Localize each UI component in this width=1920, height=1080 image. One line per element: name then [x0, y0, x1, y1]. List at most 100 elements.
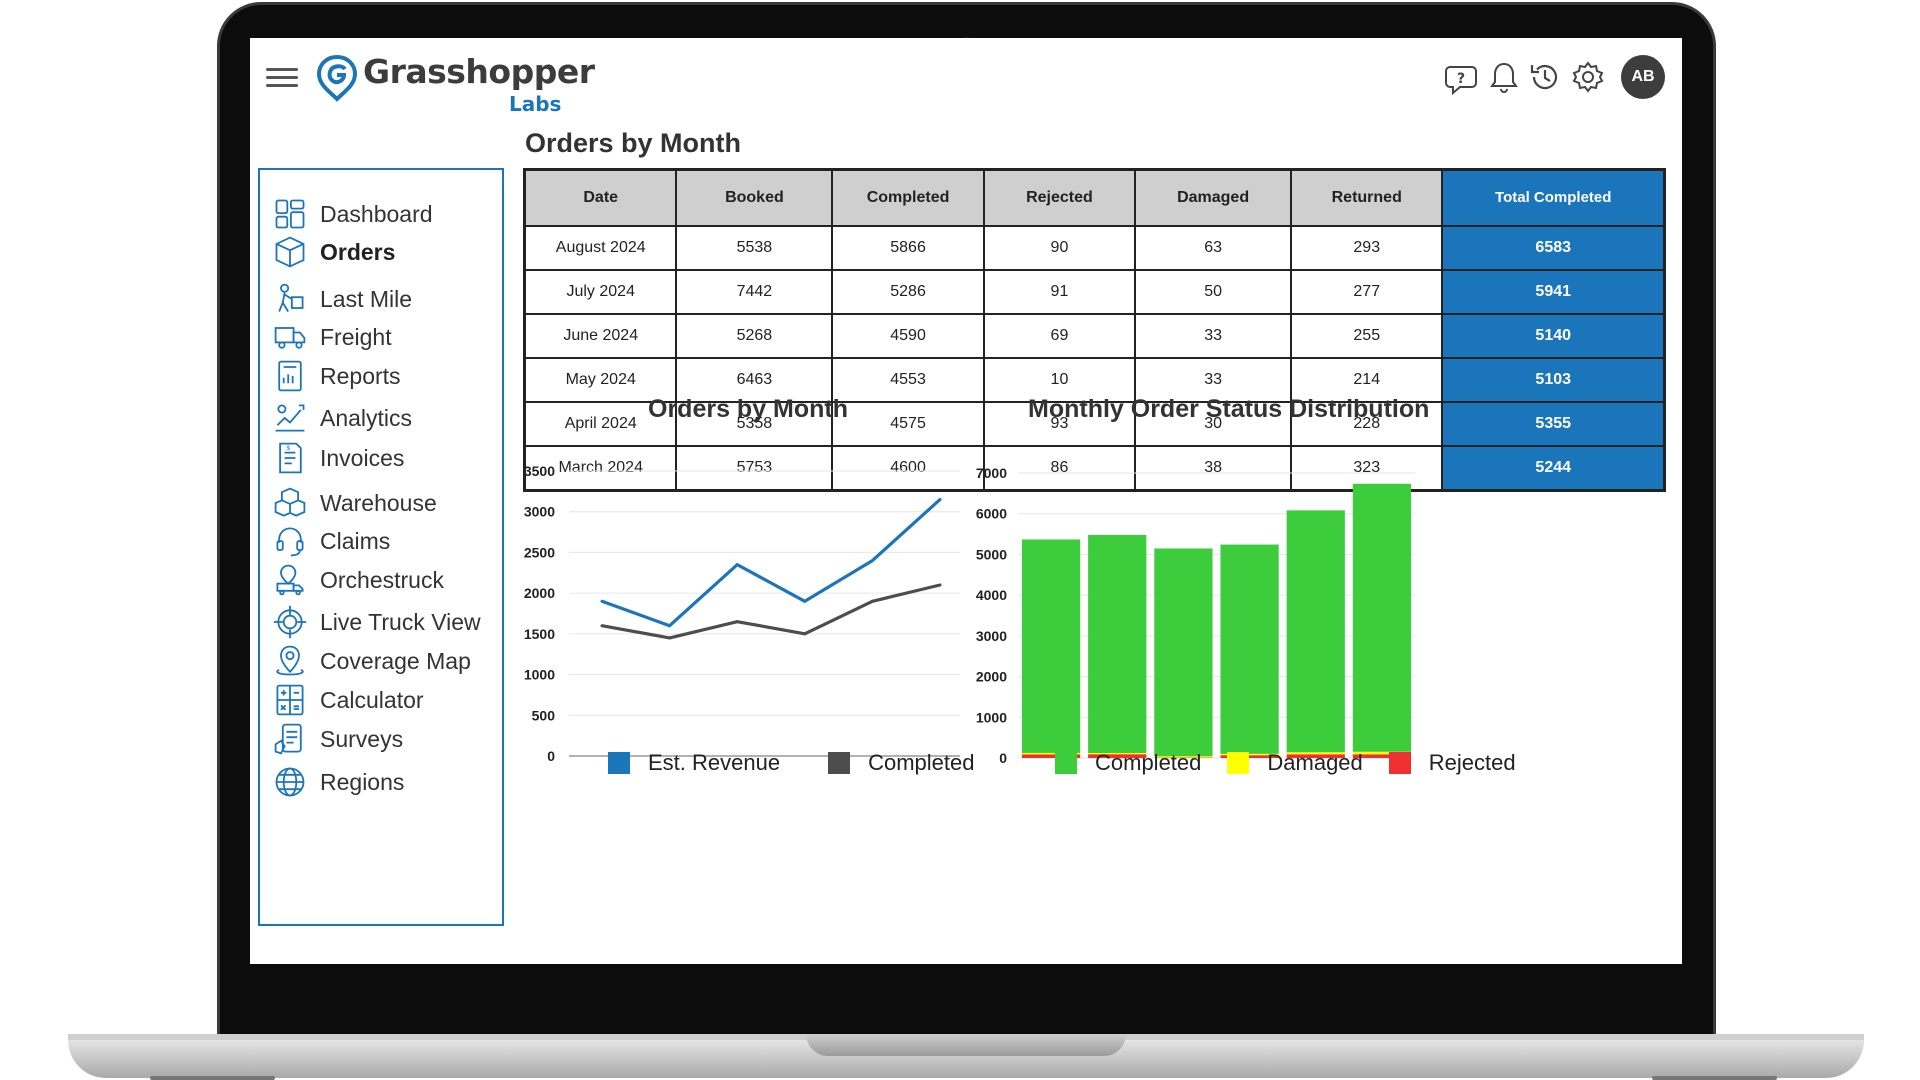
sidebar-item-warehouse[interactable]: Warehouse	[270, 483, 437, 523]
table-row[interactable]: April 2024 5358 4575 93 30 228 5355	[523, 401, 1666, 447]
col-header-completed[interactable]: Completed	[831, 168, 985, 227]
sidebar-item-label: Dashboard	[320, 200, 433, 227]
sidebar-item-analytics[interactable]: Analytics	[270, 398, 412, 438]
cell-total-completed: 5941	[1441, 269, 1666, 315]
series-line-est-revenue[interactable]	[601, 498, 942, 628]
bar-segment-rejected[interactable]	[1021, 754, 1081, 758]
cell-booked: 7442	[675, 269, 834, 315]
sidebar-item-reports[interactable]: Reports	[270, 356, 401, 396]
sidebar-item-label: Warehouse	[320, 489, 437, 516]
y-tick-label: 3500	[524, 463, 555, 479]
table-row[interactable]: March 2024 5753 4600 86 38 323 5244	[523, 445, 1666, 492]
menu-icon[interactable]	[266, 68, 298, 88]
legend-item-est-revenue[interactable]: Est. Revenue	[608, 750, 780, 776]
bar-segment-completed[interactable]	[1352, 483, 1412, 752]
cell-returned: 323	[1290, 445, 1444, 492]
help-icon[interactable]: ?	[1442, 58, 1480, 96]
col-header-total-completed[interactable]: Total Completed	[1441, 168, 1666, 227]
bar-segment-completed[interactable]	[1021, 539, 1081, 753]
sidebar-item-label: Calculator	[320, 686, 424, 713]
legend-item-completed-bars[interactable]: Completed	[1055, 750, 1201, 776]
col-header-returned[interactable]: Returned	[1290, 168, 1444, 227]
cell-completed: 4590	[831, 313, 985, 359]
data-point[interactable]	[600, 624, 604, 628]
data-point[interactable]	[938, 498, 942, 501]
bar-segment-damaged[interactable]	[1220, 753, 1279, 756]
dashboard-icon	[270, 194, 310, 234]
sidebar-item-surveys[interactable]: Surveys	[270, 719, 403, 759]
series-line-completed[interactable]	[601, 583, 941, 640]
bar-segment-rejected[interactable]	[1088, 754, 1147, 758]
col-header-damaged[interactable]: Damaged	[1134, 168, 1293, 227]
cell-booked: 5753	[675, 445, 834, 492]
table-row[interactable]: June 2024 5268 4590 69 33 255 5140	[523, 313, 1666, 359]
cell-total-completed: 6583	[1441, 225, 1666, 271]
bar-segment-completed[interactable]	[1220, 544, 1279, 754]
data-point[interactable]	[870, 599, 874, 603]
data-point[interactable]	[870, 559, 874, 563]
gear-icon[interactable]	[1569, 58, 1607, 96]
legend-item-rejected[interactable]: Rejected	[1388, 750, 1516, 776]
sidebar-item-invoices[interactable]: $ Invoices	[270, 438, 404, 478]
sidebar-item-freight[interactable]: Freight	[270, 317, 392, 357]
data-point[interactable]	[803, 632, 807, 636]
legend-swatch-rejected	[1388, 752, 1411, 774]
data-point[interactable]	[668, 624, 672, 628]
bar-segment-damaged[interactable]	[1154, 756, 1213, 758]
sidebar-item-label: Analytics	[320, 404, 413, 431]
bar-segment-rejected[interactable]	[1220, 755, 1279, 758]
svg-text:?: ?	[1457, 71, 1465, 87]
legend-label-completed-bars: Completed	[1095, 750, 1202, 775]
delivery-person-icon	[270, 279, 310, 319]
legend-item-completed[interactable]: Completed	[828, 750, 974, 776]
data-point[interactable]	[938, 583, 942, 587]
table-title: Orders by Month	[525, 128, 742, 158]
bar-segment-damaged[interactable]	[1352, 751, 1412, 755]
bar-segment-damaged[interactable]	[1021, 752, 1081, 755]
table-row[interactable]: August 2024 5538 5866 90 63 293 6583	[523, 225, 1666, 271]
history-icon[interactable]	[1525, 58, 1563, 96]
data-point[interactable]	[668, 636, 672, 640]
bar-segment-damaged[interactable]	[1088, 752, 1147, 755]
sidebar-item-orders[interactable]: Orders	[270, 232, 395, 272]
sidebar-item-label: Coverage Map	[320, 647, 471, 674]
avatar[interactable]: AB	[1621, 55, 1665, 99]
col-header-date[interactable]: Date	[523, 168, 678, 227]
y-tick-label: 7000	[976, 465, 1007, 481]
data-point[interactable]	[803, 599, 807, 603]
table-row[interactable]: July 2024 7442 5286 91 50 277 5941	[523, 269, 1666, 315]
col-header-booked[interactable]: Booked	[675, 168, 834, 227]
bar-chart-title: Monthly Order Status Distribution	[1028, 395, 1430, 423]
data-point[interactable]	[735, 620, 739, 624]
sidebar-item-live-truck-view[interactable]: Live Truck View	[270, 602, 481, 642]
table-row[interactable]: May 2024 6463 4553 10 33 214 5103	[523, 357, 1666, 403]
sidebar-item-regions[interactable]: Regions	[270, 762, 404, 802]
bar-segment-rejected[interactable]	[1352, 754, 1412, 758]
bar-segment-completed[interactable]	[1088, 534, 1147, 753]
bar-segment-completed[interactable]	[1286, 510, 1345, 753]
y-tick-label: 2500	[524, 544, 555, 560]
cell-completed: 4553	[831, 357, 985, 403]
sidebar-item-coverage-map[interactable]: Coverage Map	[270, 641, 471, 681]
cell-rejected: 69	[982, 313, 1137, 359]
sidebar-item-dashboard[interactable]: Dashboard	[270, 194, 433, 234]
data-point[interactable]	[735, 563, 739, 567]
sidebar-item-calculator[interactable]: Calculator	[270, 680, 424, 720]
sidebar-item-last-mile[interactable]: Last Mile	[270, 279, 412, 319]
cell-total-completed: 5244	[1441, 445, 1666, 492]
bell-icon[interactable]	[1485, 58, 1523, 96]
bar-segment-rejected[interactable]	[1286, 754, 1345, 758]
cell-date: July 2024	[523, 269, 678, 315]
sidebar-item-claims[interactable]: Claims	[270, 521, 390, 561]
logo-text: Grasshopper	[363, 52, 595, 91]
data-point[interactable]	[600, 599, 604, 603]
cell-returned: 255	[1290, 313, 1444, 359]
bar-segment-completed[interactable]	[1154, 548, 1213, 757]
table-header-row: Date Booked Completed Rejected Damaged R…	[523, 168, 1666, 227]
bar-segment-damaged[interactable]	[1286, 752, 1345, 755]
box-icon	[270, 232, 310, 272]
legend-item-damaged[interactable]: Damaged	[1227, 750, 1363, 776]
col-header-rejected[interactable]: Rejected	[982, 168, 1137, 227]
y-tick-label: 3000	[976, 628, 1007, 644]
sidebar-item-orchestruck[interactable]: Orchestruck	[270, 560, 444, 600]
